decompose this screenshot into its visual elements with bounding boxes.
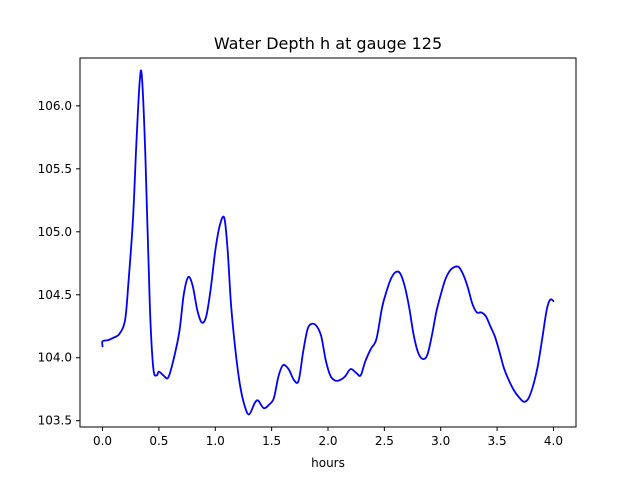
y-tick-label: 104.5 <box>38 288 72 302</box>
y-tick-label: 103.5 <box>38 414 72 428</box>
y-tick-label: 106.0 <box>38 99 72 113</box>
series-line <box>101 69 555 416</box>
x-axis-label: hours <box>311 456 345 470</box>
y-tick-label: 105.5 <box>38 162 72 176</box>
series-layer <box>101 69 555 416</box>
x-tick-label: 0.0 <box>93 434 112 448</box>
x-tick-label: 3.0 <box>431 434 450 448</box>
y-axis-ticks: 103.5 104.0 104.5 105.0 105.5 106.0 <box>38 99 80 428</box>
y-tick-label: 104.0 <box>38 351 72 365</box>
x-tick-label: 0.5 <box>149 434 168 448</box>
x-tick-label: 1.5 <box>262 434 281 448</box>
x-tick-label: 2.0 <box>318 434 337 448</box>
x-axis-ticks: 0.0 0.5 1.0 1.5 2.0 2.5 3.0 3.5 4.0 <box>93 427 563 448</box>
x-tick-label: 4.0 <box>544 434 563 448</box>
x-tick-label: 1.0 <box>206 434 225 448</box>
x-tick-label: 2.5 <box>375 434 394 448</box>
x-tick-label: 3.5 <box>488 434 507 448</box>
y-tick-label: 105.0 <box>38 225 72 239</box>
chart-title: Water Depth h at gauge 125 <box>214 34 442 53</box>
plot-frame <box>79 57 577 428</box>
